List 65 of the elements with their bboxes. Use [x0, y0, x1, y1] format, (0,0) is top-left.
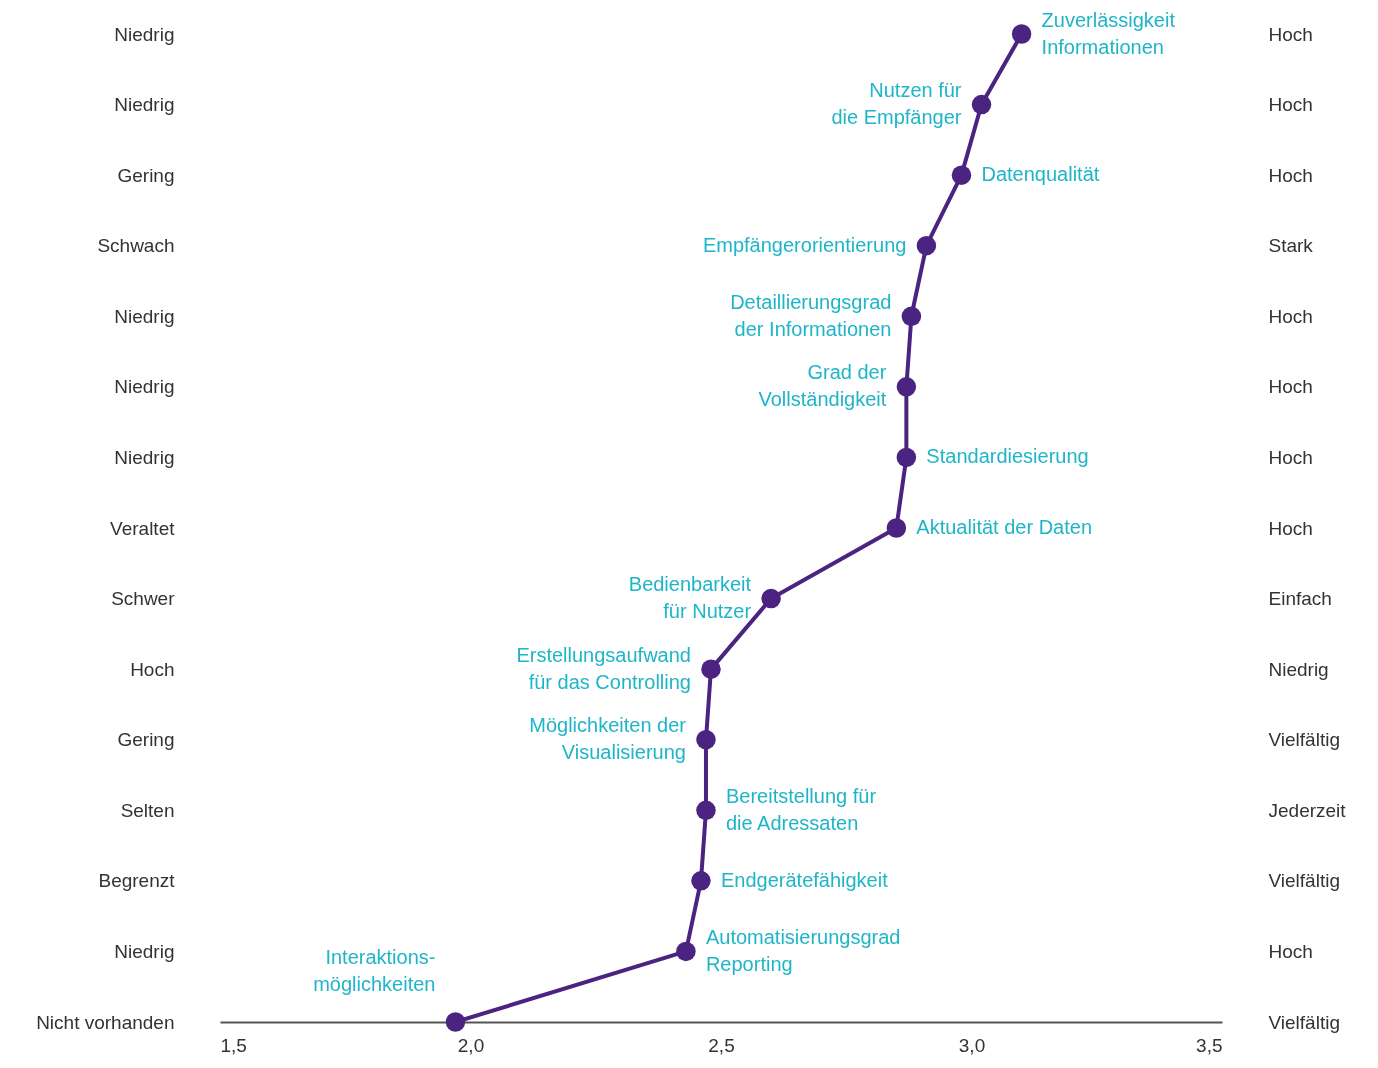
- y-tick-label: Niedrig: [114, 376, 175, 398]
- data-label: Empfängerorientierung: [702, 233, 907, 256]
- data-label: Standardiesierung: [926, 445, 1089, 468]
- y2-tick-label: Niedrig: [1268, 658, 1329, 680]
- y-tick-label: Gering: [117, 164, 175, 186]
- point: [676, 941, 696, 962]
- y2-tick-label: Jederzeit: [1268, 799, 1347, 821]
- y-tick-label: Schwer: [111, 588, 176, 610]
- y-tick-label: Schwach: [97, 235, 175, 257]
- y2-tick-label: Hoch: [1268, 305, 1313, 327]
- y2-tick-label: Vielfältig: [1268, 729, 1340, 751]
- point: [886, 518, 907, 538]
- y2-tick-label: Hoch: [1268, 164, 1313, 186]
- point: [901, 306, 922, 327]
- y2-tick-label: Hoch: [1268, 23, 1313, 45]
- point: [951, 165, 972, 185]
- y2-tick-label: Stark: [1268, 235, 1314, 257]
- point: [696, 729, 716, 750]
- point: [916, 235, 937, 256]
- y-tick-label: Niedrig: [114, 94, 175, 116]
- y2-tick-label: Einfach: [1268, 588, 1332, 610]
- point: [761, 588, 781, 609]
- y2-tick-label: Hoch: [1268, 940, 1313, 962]
- y2-tick-label: Hoch: [1268, 376, 1313, 398]
- data-label: Möglichkeiten der Visualisierung: [529, 714, 687, 764]
- y-tick-label: Veraltet: [110, 517, 176, 539]
- data-label: Bereitstellung für die Adressaten: [725, 784, 877, 834]
- y2-tick-label: Vielfältig: [1268, 1011, 1340, 1033]
- data-label: Automatisierungsgrad Reporting: [705, 925, 901, 975]
- point: [445, 1012, 466, 1032]
- y2-tick-label: Hoch: [1268, 446, 1313, 468]
- y-tick-label: Hoch: [130, 658, 175, 680]
- point: [1011, 24, 1032, 44]
- data-label: Interaktions-möglichkeiten: [313, 946, 436, 995]
- y2-tick-label: Vielfältig: [1268, 870, 1340, 892]
- y-tick-label: Niedrig: [114, 23, 175, 45]
- data-label: Nutzen für die Empfänger: [831, 79, 962, 129]
- y-tick-label: Gering: [117, 729, 175, 751]
- point: [691, 871, 711, 891]
- y-tick-label: Niedrig: [114, 940, 175, 962]
- x-tick-label: 3,0: [958, 1034, 986, 1056]
- data-label: Aktualität der Daten: [916, 516, 1093, 538]
- y2-tick-label: Hoch: [1268, 94, 1313, 116]
- data-label: Endgerätefähigkeit: [720, 868, 889, 891]
- data-label: Zuverlässigkeit Informationen: [1041, 8, 1176, 58]
- y-tick-label: Niedrig: [114, 446, 175, 468]
- y-tick-label: Nicht vorhanden: [36, 1011, 175, 1033]
- point: [701, 659, 721, 679]
- x-tick-label: 2,5: [708, 1034, 735, 1056]
- data-label: Grad der Vollständigkeit: [758, 361, 887, 411]
- y-tick-label: Begrenzt: [98, 870, 176, 892]
- y-tick-label: Selten: [120, 799, 175, 821]
- point: [896, 377, 917, 397]
- data-label: Datenqualität: [981, 163, 1100, 186]
- data-label: Bedienbarkeit für Nutzer: [628, 573, 752, 623]
- y-tick-label: Niedrig: [114, 305, 175, 327]
- y2-tick-label: Hoch: [1268, 517, 1313, 539]
- x-tick-label: 1,5: [220, 1034, 247, 1056]
- x-tick-label: 2,0: [457, 1034, 485, 1056]
- point: [896, 447, 917, 468]
- data-label: Detaillierungsgrad der Informationen: [730, 290, 892, 340]
- point: [696, 800, 716, 821]
- data-label: Erstellungsaufwand für das Controlling: [516, 643, 691, 693]
- point: [971, 94, 992, 115]
- x-tick-label: 3,5: [1196, 1034, 1223, 1056]
